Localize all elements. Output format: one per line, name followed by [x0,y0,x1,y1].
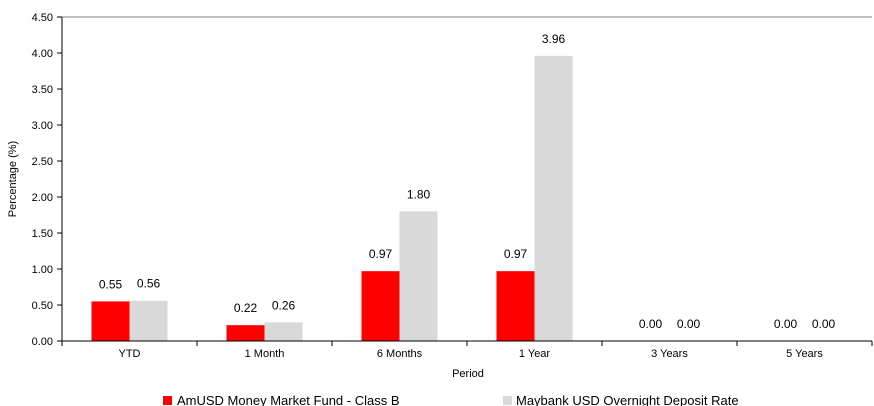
x-tick-label: 1 Month [245,348,285,360]
legend-swatch-maybank [503,396,512,405]
bar-maybank [534,55,573,341]
data-label: 0.00 [812,317,836,331]
bars: 0.55 0.56 0.22 0.26 0.97 1.80 0.97 3.96 0.00 0.00… [91,32,836,341]
bar-amusd [91,301,130,341]
x-tick-label: 3 Years [651,348,688,360]
data-label: 0.00 [774,317,798,331]
y-axis-title: Percentage (%) [7,141,19,217]
data-label: 0.00 [639,317,663,331]
data-label: 0.22 [234,301,258,315]
data-label: 0.55 [99,277,123,291]
y-tick-label: 3.50 [32,84,53,96]
x-tick-label: 5 Years [786,348,823,360]
legend-label-amusd: AmUSD Money Market Fund - Class B [177,393,400,406]
x-tick-label: 6 Months [377,348,423,360]
data-label: 0.56 [137,277,161,291]
x-axis-ticks: YTD 1 Month 6 Months 1 Year 3 Years 5 Years [61,341,873,360]
data-label: 1.80 [407,187,431,201]
y-tick-label: 3.00 [32,120,53,132]
y-tick-label: 1.00 [32,264,53,276]
y-tick-label: 0.50 [32,300,53,312]
bar-amusd [361,271,400,341]
data-label: 0.97 [504,247,528,261]
legend-swatch-amusd [163,396,172,405]
y-axis-ticks: 0.00 0.50 1.00 1.50 2.00 2.50 3.00 3.50 4.00 4.50 [32,12,62,348]
y-tick-label: 4.50 [32,12,53,24]
x-tick-label: 1 Year [519,348,551,360]
bar-amusd [226,325,265,341]
bar-maybank [129,300,168,341]
data-label: 0.00 [677,317,701,331]
legend-label-maybank: Maybank USD Overnight Deposit Rate [516,393,739,406]
x-axis-title: Period [452,368,484,380]
y-tick-label: 1.50 [32,228,53,240]
bar-maybank [399,211,438,341]
data-label: 0.97 [369,247,393,261]
y-tick-label: 0.00 [32,336,53,348]
y-tick-label: 2.50 [32,156,53,168]
data-label: 0.26 [272,298,296,312]
bar-maybank [264,322,303,341]
y-tick-label: 2.00 [32,192,53,204]
x-tick-label: YTD [119,348,141,360]
bar-amusd [496,271,535,341]
data-label: 3.96 [542,32,566,46]
y-tick-label: 4.00 [32,48,53,60]
axes [61,16,872,342]
legend: AmUSD Money Market Fund - Class B Mayban… [163,393,739,406]
